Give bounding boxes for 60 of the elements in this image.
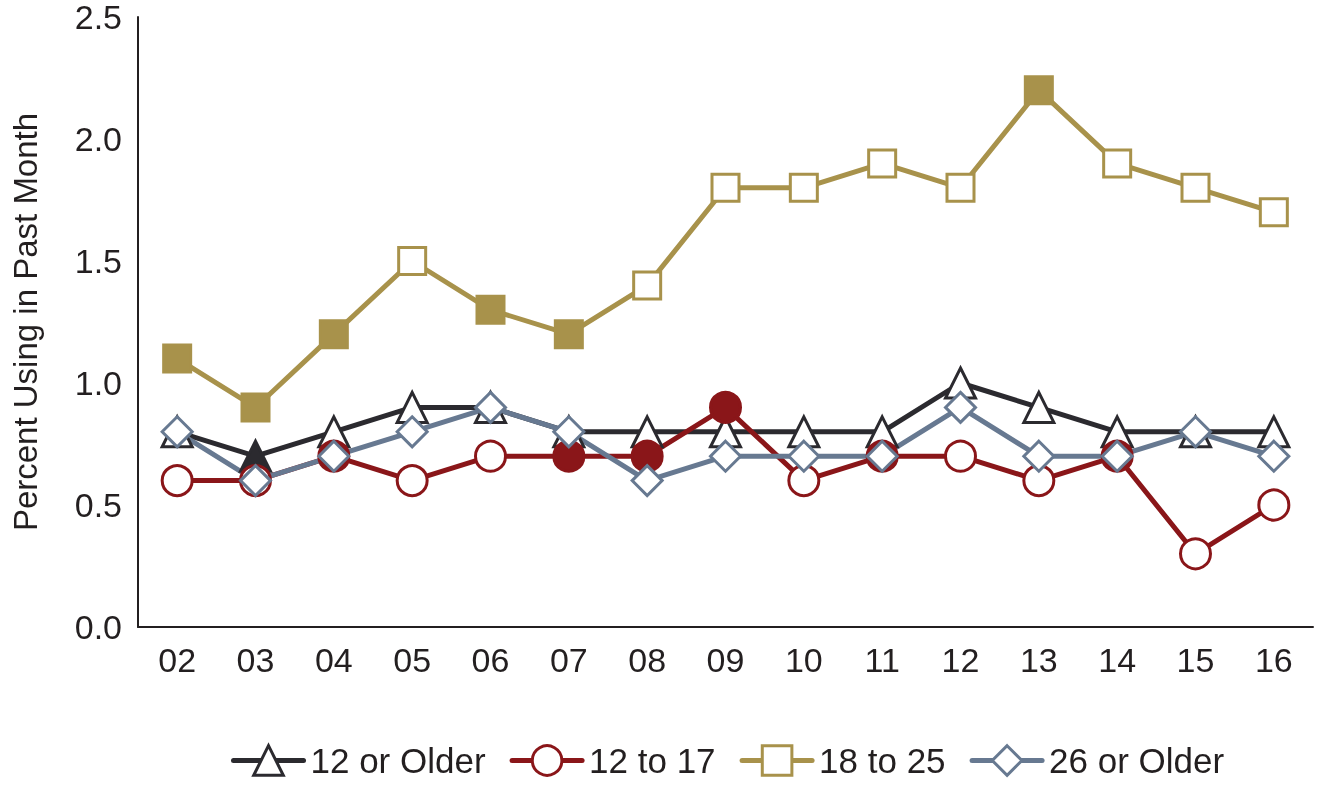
point — [474, 439, 507, 473]
point — [632, 270, 663, 301]
point — [553, 319, 584, 350]
point — [1022, 464, 1056, 498]
point — [1022, 390, 1056, 424]
point — [944, 390, 977, 424]
point — [475, 294, 506, 325]
point — [395, 415, 429, 449]
point — [240, 392, 271, 423]
point — [945, 172, 976, 203]
x-tick-label: 15 — [1176, 641, 1215, 679]
y-tick-label: 2.0 — [74, 120, 122, 158]
legend-label: 18 to 25 — [819, 741, 946, 780]
y-tick-label: 2.5 — [74, 0, 122, 36]
point — [709, 439, 742, 473]
point — [397, 246, 428, 276]
point — [867, 148, 898, 179]
x-tick-label: 16 — [1254, 641, 1293, 679]
x-tick-label: 10 — [784, 641, 823, 679]
point — [1257, 439, 1291, 473]
point — [1258, 197, 1289, 228]
point — [1102, 148, 1133, 179]
y-tick-label: 0.0 — [74, 608, 122, 646]
x-tick-label: 06 — [471, 641, 510, 679]
point — [1257, 488, 1291, 522]
point — [1180, 172, 1211, 203]
x-tick-label: 14 — [1098, 641, 1137, 679]
y-axis-title: Percent Using in Past Month — [7, 112, 44, 532]
point — [1022, 439, 1056, 473]
x-tick-label: 11 — [864, 641, 900, 679]
point — [318, 319, 349, 350]
y-tick-label: 0.5 — [74, 486, 122, 524]
point — [395, 464, 429, 498]
point — [710, 172, 741, 203]
point — [787, 439, 821, 473]
x-tick-label: 05 — [393, 641, 432, 679]
legend-label: 12 to 17 — [589, 741, 716, 780]
x-tick-label: 13 — [1019, 641, 1058, 679]
point — [787, 464, 821, 498]
x-tick-label: 09 — [706, 641, 745, 679]
x-tick-label: 02 — [158, 641, 197, 679]
x-tick-label: 12 — [941, 641, 980, 679]
legend-label: 26 or Older — [1049, 741, 1225, 780]
x-tick-label: 07 — [549, 641, 588, 679]
y-tick-label: 1.0 — [74, 364, 122, 402]
x-tick-label: 08 — [628, 641, 667, 679]
y-tick-label: 1.5 — [74, 242, 122, 280]
point — [944, 439, 977, 473]
point — [1179, 537, 1212, 571]
point — [630, 439, 664, 473]
legend-label: 12 or Older — [310, 741, 486, 780]
point — [1023, 75, 1054, 106]
point — [630, 464, 664, 498]
point — [162, 343, 193, 374]
point — [160, 464, 194, 498]
x-tick-label: 03 — [236, 641, 275, 679]
point — [552, 439, 586, 473]
point — [788, 172, 819, 203]
x-tick-label: 04 — [314, 641, 353, 679]
point — [709, 390, 742, 424]
